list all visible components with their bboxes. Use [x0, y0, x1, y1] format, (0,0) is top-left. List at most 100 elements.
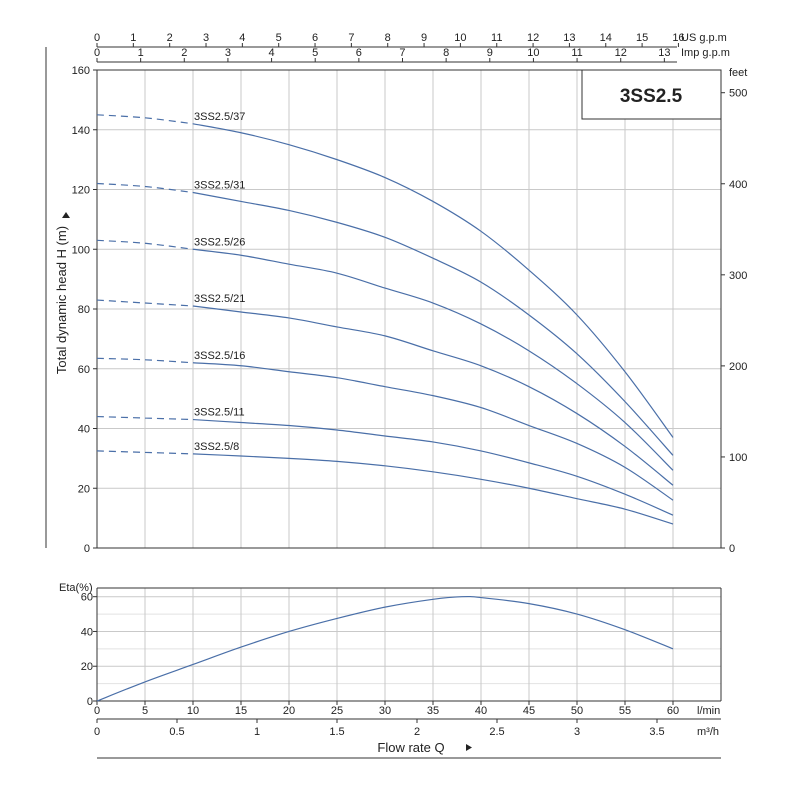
m3h-tick-label: 0	[94, 726, 100, 738]
efficiency-curve	[96, 595, 674, 702]
imp-gpm-tick-label: 0	[94, 47, 100, 59]
us-gpm-tick-label: 2	[167, 32, 173, 44]
y-tick-label: 120	[72, 185, 90, 197]
m3h-tick-label: 1	[254, 726, 260, 738]
x-axis-title: Flow rate Q	[377, 740, 444, 755]
lpm-tick-label: 40	[475, 705, 487, 717]
head-curve	[192, 453, 674, 525]
y-tick-label: 140	[72, 125, 90, 137]
imp-gpm-tick-label: 1	[138, 47, 144, 59]
imp-gpm-unit: Imp g.p.m	[681, 47, 730, 59]
imp-gpm-tick-label: 13	[658, 47, 670, 59]
head-curve-dashed	[96, 239, 194, 250]
y2-tick-label: 300	[729, 270, 747, 282]
eta-tick-label: 20	[81, 661, 93, 673]
us-gpm-tick-label: 6	[312, 32, 318, 44]
eta-axis-title: Eta(%)	[59, 582, 93, 594]
lpm-tick-label: 55	[619, 705, 631, 717]
lpm-tick-label: 25	[331, 705, 343, 717]
us-gpm-tick-label: 15	[636, 32, 648, 44]
y2-tick-label: 400	[729, 179, 747, 191]
y2-tick-label: 100	[729, 452, 747, 464]
us-gpm-tick-label: 9	[421, 32, 427, 44]
imp-gpm-tick-label: 2	[181, 47, 187, 59]
imp-gpm-tick-label: 5	[312, 47, 318, 59]
imp-gpm-tick-label: 9	[487, 47, 493, 59]
m3h-unit-label: m³/h	[697, 726, 719, 738]
head-curve-dashed	[96, 299, 194, 307]
series-label: 3SS2.5/11	[194, 407, 245, 419]
us-gpm-tick-label: 10	[454, 32, 466, 44]
imp-gpm-tick-label: 7	[399, 47, 405, 59]
model-box	[581, 69, 722, 120]
m3h-tick-label: 2	[414, 726, 420, 738]
chart-title: 3SS2.5	[620, 86, 683, 107]
lpm-tick-label: 60	[667, 705, 679, 717]
y-axis-arrow-icon	[62, 212, 70, 218]
y-tick-label: 60	[78, 364, 90, 376]
y-tick-label: 80	[78, 304, 90, 316]
y-tick-label: 100	[72, 244, 90, 256]
m3h-tick-label: 2.5	[489, 726, 504, 738]
us-gpm-tick-label: 4	[239, 32, 245, 44]
imp-gpm-tick-label: 8	[443, 47, 449, 59]
y2-unit-label: feet	[729, 67, 747, 79]
y2-tick-label: 0	[729, 543, 735, 555]
us-gpm-tick-label: 3	[203, 32, 209, 44]
us-gpm-tick-label: 11	[491, 32, 502, 44]
us-gpm-tick-label: 14	[600, 32, 612, 44]
head-curve	[192, 418, 674, 516]
imp-gpm-tick-label: 10	[527, 47, 539, 59]
y-tick-label: 0	[84, 543, 90, 555]
y2-tick-label: 200	[729, 361, 747, 373]
head-curve-dashed	[96, 415, 194, 421]
series-label: 3SS2.5/31	[194, 179, 245, 191]
series-label: 3SS2.5/37	[194, 111, 245, 123]
y2-tick-label: 500	[729, 88, 747, 100]
lpm-tick-label: 30	[379, 705, 391, 717]
eta-tick-label: 0	[87, 696, 93, 708]
head-curve-dashed	[96, 450, 194, 455]
us-gpm-tick-label: 16	[672, 32, 684, 44]
head-curve	[192, 123, 674, 438]
lpm-tick-label: 45	[523, 705, 535, 717]
m3h-tick-label: 3	[574, 726, 580, 738]
lpm-tick-label: 5	[142, 705, 148, 717]
y-axis-title: Total dynamic head H (m)	[54, 226, 69, 374]
head-curve	[192, 362, 674, 501]
us-gpm-unit: US g.p.m	[681, 32, 727, 44]
y-tick-label: 20	[78, 483, 90, 495]
us-gpm-tick-label: 5	[276, 32, 282, 44]
series-label: 3SS2.5/21	[194, 293, 245, 305]
lpm-tick-label: 15	[235, 705, 247, 717]
series-label: 3SS2.5/16	[194, 350, 245, 362]
x-axis-arrow-icon	[466, 744, 472, 751]
lpm-unit-label: l/min	[697, 705, 720, 717]
imp-gpm-tick-label: 11	[571, 47, 582, 59]
head-curve	[192, 191, 674, 456]
head-curve	[192, 248, 674, 471]
eta-tick-label: 40	[81, 626, 93, 638]
head-curve-dashed	[96, 114, 194, 125]
lpm-tick-label: 0	[94, 705, 100, 717]
us-gpm-tick-label: 13	[563, 32, 575, 44]
lpm-tick-label: 35	[427, 705, 439, 717]
head-curve	[192, 305, 674, 486]
us-gpm-tick-label: 12	[527, 32, 539, 44]
m3h-tick-label: 3.5	[649, 726, 664, 738]
us-gpm-tick-label: 8	[385, 32, 391, 44]
imp-gpm-tick-label: 12	[615, 47, 627, 59]
lpm-tick-label: 50	[571, 705, 583, 717]
series-label: 3SS2.5/26	[194, 236, 245, 248]
us-gpm-tick-label: 0	[94, 32, 100, 44]
head-curve-dashed	[96, 357, 194, 364]
imp-gpm-tick-label: 3	[225, 47, 231, 59]
lpm-tick-label: 20	[283, 705, 295, 717]
series-label: 3SS2.5/8	[194, 441, 239, 453]
m3h-tick-label: 0.5	[169, 726, 184, 738]
m3h-tick-label: 1.5	[329, 726, 344, 738]
us-gpm-tick-label: 7	[348, 32, 354, 44]
eta-tick-label: 60	[81, 592, 93, 604]
y-tick-label: 160	[72, 65, 90, 77]
